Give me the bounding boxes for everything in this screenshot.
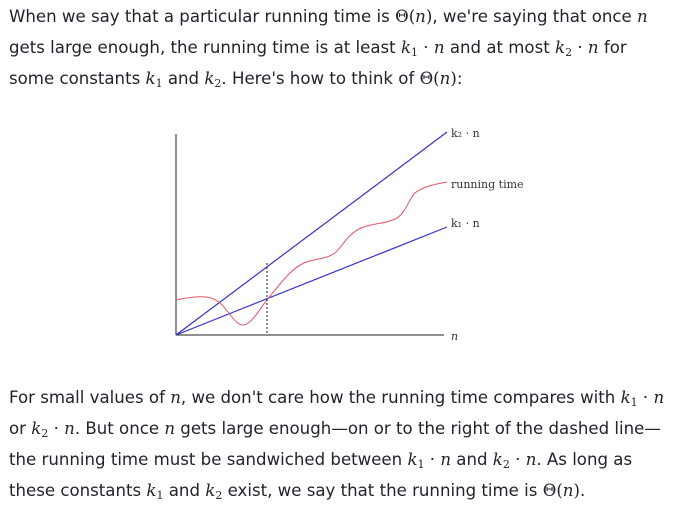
math-subscript: 2 — [41, 427, 49, 440]
math-n: n — [637, 7, 648, 26]
math-dot: · — [424, 450, 441, 469]
math-k: k — [145, 69, 156, 88]
text: the running time must be sandwiched betw… — [9, 450, 408, 469]
math-k: k — [204, 69, 215, 88]
k1n-line — [175, 226, 448, 336]
intro-paragraph: When we say that a particular running ti… — [9, 1, 689, 94]
math-n: n — [653, 388, 665, 407]
math-subscript: 1 — [630, 396, 638, 409]
math-n: n — [587, 38, 599, 57]
text: these constants — [9, 481, 147, 500]
math-k: k — [555, 38, 566, 57]
text: and — [162, 69, 205, 88]
math-subscript: 1 — [411, 46, 419, 59]
label-k2n: k₂ · n — [451, 127, 480, 140]
text: , we don't care how the running time com… — [180, 388, 621, 407]
math-k: k — [407, 450, 418, 469]
text: . Here's how to think of — [221, 69, 420, 88]
math-n: n — [439, 69, 451, 88]
math-paren: ) — [425, 7, 433, 26]
text: or — [9, 419, 32, 438]
running-time-curve — [175, 181, 448, 326]
math-subscript: 1 — [156, 489, 164, 502]
math-theta: Θ — [419, 69, 434, 88]
math-n: n — [164, 419, 176, 438]
math-k: k — [205, 481, 216, 500]
text: gets large enough—on or to the right of … — [175, 419, 661, 438]
math-theta: Θ — [395, 7, 409, 26]
text: For small values of — [9, 388, 171, 407]
math-paren: ( — [556, 481, 563, 500]
math-dot: · — [418, 38, 434, 57]
math-paren: ) — [450, 69, 457, 88]
label-running-time: running time — [451, 178, 524, 191]
math-dot: · — [48, 419, 65, 438]
text: gets large enough, the running time is a… — [9, 38, 401, 57]
math-subscript: 1 — [417, 458, 425, 471]
explanation-paragraph: For small values of n, we don't care how… — [9, 382, 689, 506]
math-k: k — [492, 450, 503, 469]
text: exist, we say that the running time is — [222, 481, 543, 500]
math-k: k — [31, 419, 42, 438]
text: for — [598, 38, 627, 57]
math-subscript: 2 — [502, 458, 510, 471]
math-theta: Θ — [542, 481, 557, 500]
text: and at most — [444, 38, 556, 57]
text: . But once — [74, 419, 165, 438]
text: . As long as — [536, 450, 633, 469]
math-paren: ( — [433, 69, 440, 88]
math-paren: ( — [408, 7, 416, 26]
math-subscript: 2 — [214, 77, 222, 90]
math-dot: · — [572, 38, 588, 57]
text: and — [451, 450, 493, 469]
math-n: n — [433, 38, 445, 57]
text: When we say that a particular running ti… — [9, 7, 396, 26]
text: , we're saying that once — [432, 7, 637, 26]
math-k: k — [146, 481, 157, 500]
label-k1n: k₁ · n — [451, 217, 480, 230]
math-dot: · — [637, 388, 654, 407]
math-n: n — [562, 481, 574, 500]
k2n-line — [175, 131, 448, 336]
math-n: n — [170, 388, 181, 407]
math-n: n — [525, 450, 537, 469]
label-n-axis: n — [451, 330, 458, 343]
math-subscript: 1 — [155, 77, 163, 90]
math-dot: · — [509, 450, 526, 469]
math-subscript: 2 — [215, 489, 223, 502]
text: : — [456, 69, 463, 88]
math-k: k — [400, 38, 412, 57]
math-n: n — [64, 419, 75, 438]
math-n: n — [415, 7, 426, 26]
text: . — [579, 481, 586, 500]
math-paren: ) — [573, 481, 580, 500]
math-n: n — [440, 450, 452, 469]
text: some constants — [9, 69, 146, 88]
math-k: k — [620, 388, 631, 407]
math-subscript: 2 — [565, 46, 573, 59]
text: and — [163, 481, 206, 500]
